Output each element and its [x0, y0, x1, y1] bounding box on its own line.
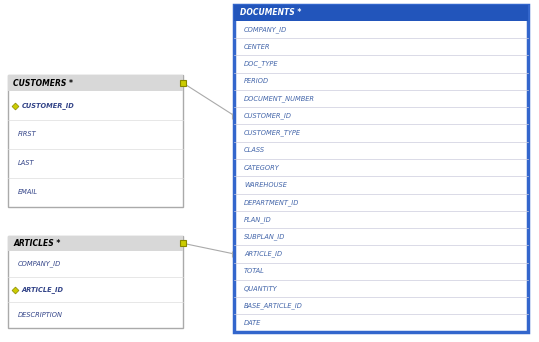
Text: CATEGORY: CATEGORY	[244, 165, 280, 171]
Text: DEPARTMENT_ID: DEPARTMENT_ID	[244, 199, 300, 206]
Bar	[8, 236, 183, 328]
Text: DOCUMENT_NUMBER: DOCUMENT_NUMBER	[244, 95, 315, 102]
Text: COMPANY_ID: COMPANY_ID	[18, 260, 61, 267]
Text: TOTAL: TOTAL	[244, 268, 265, 274]
Text: DATE: DATE	[244, 320, 261, 326]
Text: DOCUMENTS *: DOCUMENTS *	[240, 9, 301, 17]
Bar	[8, 236, 183, 251]
Bar	[234, 5, 528, 21]
Text: SUBPLAN_ID: SUBPLAN_ID	[244, 233, 286, 240]
Text: CLASS: CLASS	[244, 147, 265, 153]
Text: BASE_ARTICLE_ID: BASE_ARTICLE_ID	[244, 302, 303, 309]
Text: ARTICLE_ID: ARTICLE_ID	[244, 251, 282, 258]
Bar	[8, 75, 183, 91]
Text: CUSTOMER_ID: CUSTOMER_ID	[244, 113, 292, 119]
Text: PLAN_ID: PLAN_ID	[244, 216, 272, 223]
Text: DOC_TYPE: DOC_TYPE	[244, 61, 279, 67]
Text: CENTER: CENTER	[244, 44, 271, 50]
Text: CUSTOMER_ID: CUSTOMER_ID	[22, 102, 74, 109]
Text: PERIOD: PERIOD	[244, 78, 270, 84]
Text: QUANTITY: QUANTITY	[244, 286, 278, 291]
Text: COMPANY_ID: COMPANY_ID	[244, 26, 287, 33]
Text: WAREHOUSE: WAREHOUSE	[244, 182, 287, 188]
Text: LAST: LAST	[18, 160, 34, 167]
Text: ARTICLES *: ARTICLES *	[13, 239, 61, 248]
Bar	[234, 5, 528, 332]
Bar	[8, 75, 183, 207]
Text: ARTICLE_ID: ARTICLE_ID	[22, 286, 64, 293]
Text: CUSTOMER_TYPE: CUSTOMER_TYPE	[244, 130, 301, 136]
Text: FIRST: FIRST	[18, 131, 37, 137]
Text: CUSTOMERS *: CUSTOMERS *	[13, 79, 73, 88]
Text: EMAIL: EMAIL	[18, 189, 38, 195]
Text: DESCRIPTION: DESCRIPTION	[18, 312, 63, 318]
